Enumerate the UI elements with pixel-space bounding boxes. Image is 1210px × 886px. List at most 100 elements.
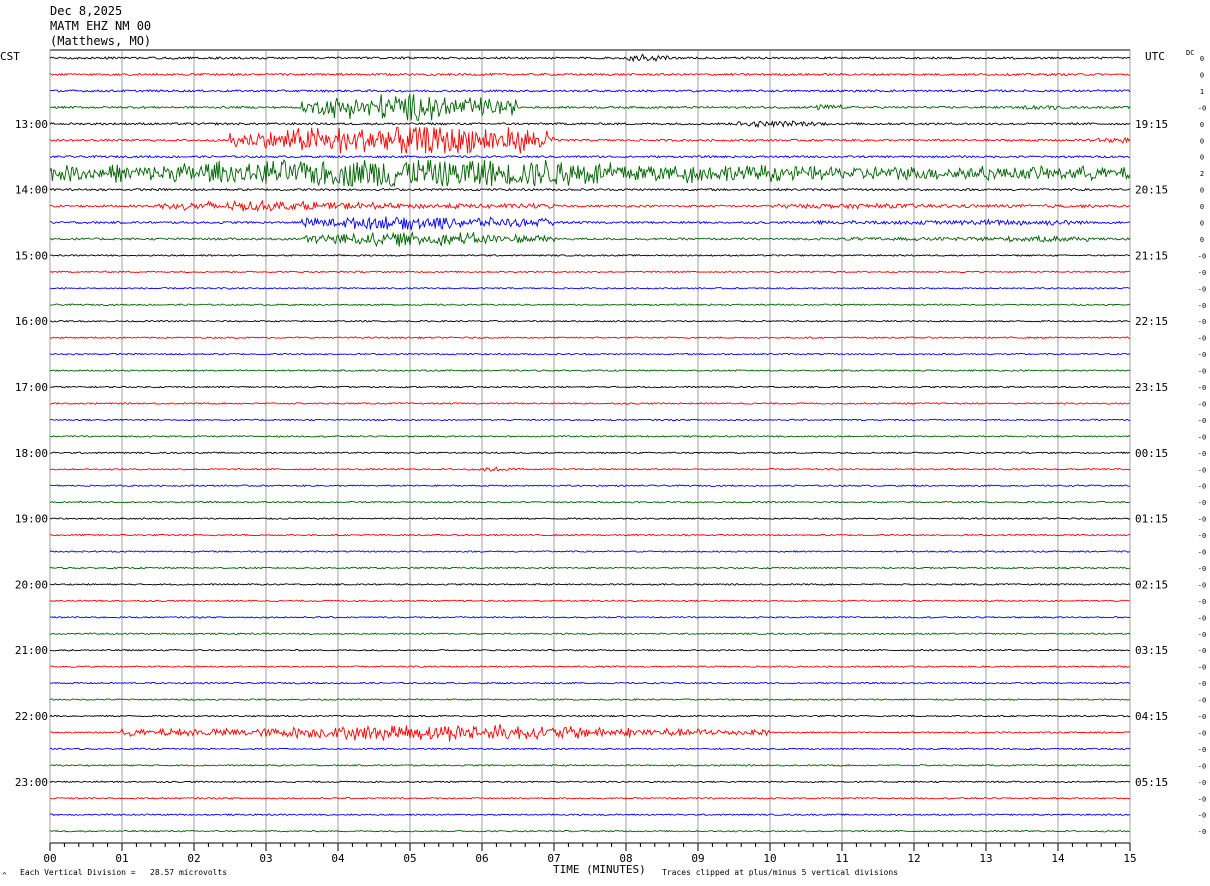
seismic-trace	[49, 632, 1131, 636]
dc-offset-value: -0	[1198, 697, 1206, 705]
left-hour-labels: 13:00 14:00 15:00 16:00 17:00 18:00 19:00 20:00…	[15, 118, 48, 789]
seismic-trace	[49, 385, 1131, 389]
dc-offset-value: -0	[1198, 598, 1206, 606]
left-hour-label: 18:00	[15, 447, 48, 460]
seismic-trace	[49, 434, 1131, 438]
dc-offset-value: 0	[1200, 121, 1204, 129]
seismic-trace	[49, 53, 1131, 63]
dc-offset-value: -0	[1198, 335, 1206, 343]
dc-offset-value: -0	[1198, 812, 1206, 820]
x-tick-label: 06	[475, 852, 488, 865]
corner-mark: ^	[2, 871, 7, 880]
dc-offset-value: -0	[1198, 680, 1206, 688]
seismic-trace	[49, 216, 1131, 231]
dc-offset-value: -0	[1198, 400, 1206, 408]
right-hour-label: 22:15	[1135, 315, 1168, 328]
seismic-trace	[49, 466, 1131, 472]
dc-offset-value: 0	[1200, 154, 1204, 162]
seismic-trace	[50, 615, 1131, 619]
x-tick-label: 14	[1051, 852, 1065, 865]
seismic-trace	[49, 126, 1131, 154]
clip-footnote: Traces clipped at plus/minus 5 vertical …	[662, 868, 899, 877]
seismic-trace	[49, 533, 1131, 537]
dc-offset-value: -0	[1198, 104, 1206, 112]
right-hour-label: 23:15	[1135, 381, 1168, 394]
dc-offset-value: 0	[1200, 55, 1204, 63]
left-hour-label: 13:00	[15, 118, 48, 131]
left-hour-label: 20:00	[15, 578, 48, 591]
station-label: MATM EHZ NM 00	[50, 19, 152, 33]
x-tick-label: 03	[259, 852, 272, 865]
dc-offset-value: -0	[1198, 450, 1206, 458]
seismic-trace	[50, 319, 1131, 323]
seismic-trace	[49, 254, 1131, 257]
dc-offset-value: -0	[1198, 647, 1206, 655]
x-tick-label: 13	[979, 852, 992, 865]
dc-offset-value: -0	[1198, 433, 1206, 441]
dc-offset-value: -0	[1198, 779, 1206, 787]
dc-offset-value: -0	[1198, 285, 1206, 293]
seismic-trace	[49, 484, 1131, 488]
seismic-trace	[49, 369, 1131, 372]
dc-offset-value: -0	[1198, 631, 1206, 639]
seismic-trace	[49, 566, 1131, 570]
dc-label: DC	[1186, 49, 1195, 57]
seismic-trace	[49, 648, 1130, 652]
dc-offset-value: -0	[1198, 384, 1206, 392]
x-tick-label: 07	[547, 852, 560, 865]
seismic-trace	[49, 813, 1131, 817]
seismic-trace	[49, 336, 1131, 340]
left-hour-label: 17:00	[15, 381, 48, 394]
seismic-trace	[49, 231, 1131, 248]
dc-offset-value: -0	[1198, 351, 1206, 359]
seismic-trace	[49, 154, 1131, 159]
x-tick-label: 04	[331, 852, 345, 865]
x-tick-label: 05	[403, 852, 416, 865]
left-hour-label: 21:00	[15, 644, 48, 657]
dc-offset-value: -0	[1198, 466, 1206, 474]
dc-offset-value: -0	[1198, 417, 1206, 425]
x-tick-label: 00	[43, 852, 56, 865]
seismic-trace	[49, 714, 1131, 718]
x-tick-label: 12	[907, 852, 920, 865]
dc-offset-value: -0	[1198, 269, 1206, 277]
dc-offset-value: -0	[1198, 828, 1206, 836]
seismic-trace	[49, 796, 1131, 800]
dc-offset-value: 0	[1200, 236, 1204, 244]
dc-offset-value: -0	[1198, 499, 1206, 507]
seismic-trace	[49, 72, 1131, 77]
right-hour-label: 19:15	[1135, 118, 1168, 131]
dc-offset-value: 0	[1200, 71, 1204, 79]
left-hour-label: 14:00	[15, 184, 48, 197]
right-timezone-label: UTC	[1145, 50, 1165, 63]
seismic-trace	[49, 352, 1131, 356]
seismic-trace	[49, 94, 1131, 121]
seismic-trace	[49, 583, 1131, 586]
right-hour-label: 01:15	[1135, 513, 1168, 526]
x-axis: 00 01 02 03 04 05 06 07 08 09 10 11 12 13 14 15	[43, 843, 1137, 865]
x-tick-label: 10	[763, 852, 776, 865]
x-tick-label: 11	[835, 852, 848, 865]
seismic-trace	[49, 303, 1131, 307]
seismic-trace	[49, 270, 1131, 274]
dc-offset-value: -0	[1198, 565, 1206, 573]
x-tick-label: 15	[1123, 852, 1136, 865]
dc-offset-value: 0	[1200, 203, 1204, 211]
dc-offset-value: -0	[1198, 318, 1206, 326]
seismic-trace	[49, 418, 1131, 422]
x-tick-label: 01	[115, 852, 128, 865]
seismic-trace	[49, 698, 1131, 701]
right-hour-labels: 19:15 20:15 21:15 22:15 23:15 00:15 01:15 02:15…	[1135, 118, 1168, 789]
grid-lines	[49, 49, 1131, 844]
dc-offset-value: 1	[1200, 88, 1204, 96]
x-axis-title: TIME (MINUTES)	[553, 863, 646, 876]
seismic-trace	[49, 89, 1131, 93]
seismic-trace	[49, 451, 1131, 455]
seismic-trace	[49, 187, 1131, 192]
seismic-trace	[49, 747, 1131, 751]
dc-offset-value: 0	[1200, 187, 1204, 195]
right-hour-label: 20:15	[1135, 184, 1168, 197]
seismic-trace	[49, 199, 1130, 213]
dc-offset-value: -0	[1198, 302, 1206, 310]
dc-offset-value: 2	[1200, 170, 1204, 178]
